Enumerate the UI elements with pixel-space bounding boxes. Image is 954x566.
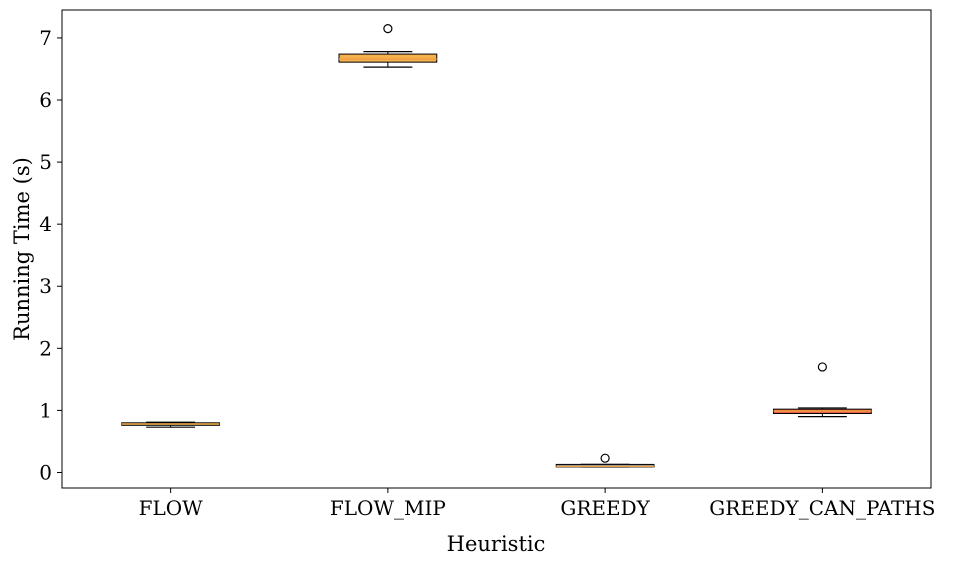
y-tick-label: 7 <box>39 26 52 50</box>
box-flow <box>121 421 221 428</box>
y-tick-label: 5 <box>39 150 52 174</box>
x-tick-label: FLOW_MIP <box>330 496 446 520</box>
y-tick-label: 3 <box>39 274 52 298</box>
x-tick-label: GREEDY <box>560 496 650 520</box>
y-tick-label: 2 <box>39 336 52 360</box>
x-tick-label: GREEDY_CAN_PATHS <box>709 496 935 520</box>
outlier-point <box>383 24 393 34</box>
boxes-group <box>121 24 872 468</box>
box-greedy <box>555 453 655 468</box>
y-tick-label: 0 <box>39 460 52 484</box>
outlier-point <box>600 453 610 463</box>
box-iqr <box>338 53 438 63</box>
y-tick-label: 4 <box>39 212 52 236</box>
plot-area <box>61 9 932 489</box>
box-greedy-can-paths <box>772 362 872 418</box>
x-axis: FLOW FLOW_MIP GREEDY GREEDY_CAN_PATHS <box>139 488 935 520</box>
x-axis-label: Heuristic <box>447 532 546 556</box>
y-tick-label: 1 <box>39 398 52 422</box>
y-tick-label: 6 <box>39 88 52 112</box>
box-flow-mip <box>338 24 438 68</box>
y-axis-label: Running Time (s) <box>10 157 34 341</box>
x-tick-label: FLOW <box>139 496 204 520</box>
outlier-point <box>817 362 827 372</box>
y-axis: 0 1 2 3 4 5 6 7 <box>39 26 62 484</box>
